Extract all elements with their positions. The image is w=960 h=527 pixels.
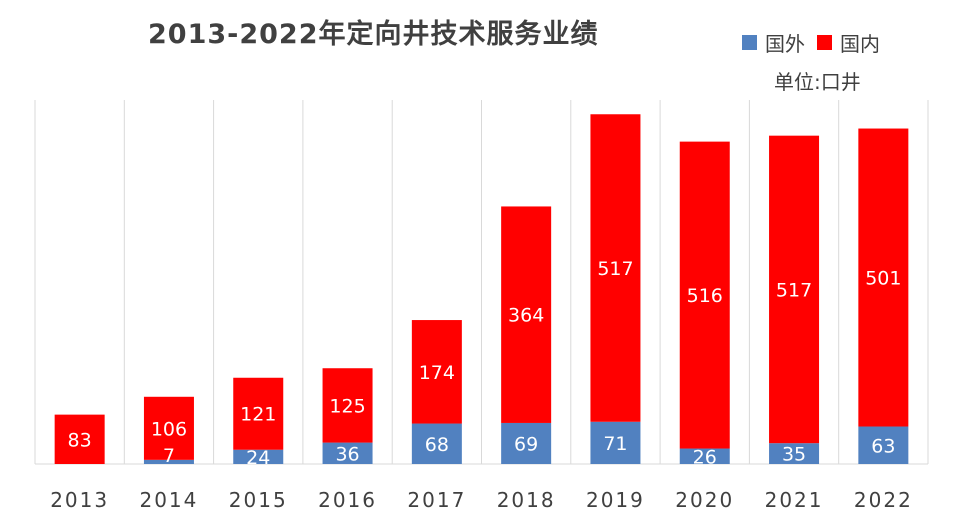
legend-item-foreign: 国外 [742,28,805,57]
legend: 国外 国内 [742,28,892,57]
bar-domestic-2013 [54,414,105,464]
data-label-domestic-2014: 106 [151,418,187,440]
bar-domestic-2017 [411,320,462,424]
x-tick-label-2022: 2022 [854,488,913,512]
data-label-foreign-2021: 35 [782,444,806,466]
bar-domestic-2016 [322,368,373,443]
bar-domestic-2021 [769,135,820,444]
chart-title: 2013-2022年定向井技术服务业绩 [148,19,599,50]
data-label-domestic-2015: 121 [240,404,276,426]
data-label-foreign-2016: 36 [335,443,359,465]
data-label-domestic-2022: 501 [865,268,901,290]
legend-swatch-foreign [742,35,757,50]
data-label-foreign-2017: 68 [425,434,449,456]
bar-foreign-2015 [233,449,284,464]
x-tick-label-2020: 2020 [675,488,734,512]
data-label-domestic-2013: 83 [68,429,92,451]
legend-label-domestic: 国内 [840,32,880,56]
bar-foreign-2017 [411,423,462,464]
bar-foreign-2019 [590,421,641,464]
data-label-domestic-2021: 517 [776,279,812,301]
data-label-foreign-2014: 7 [163,445,175,467]
bar-foreign-2016 [322,442,373,464]
data-label-foreign-2019: 71 [603,433,627,455]
bar-domestic-2014 [143,396,194,460]
bar-foreign-2018 [501,422,552,464]
bar-foreign-2014 [143,459,194,464]
data-label-foreign-2020: 26 [693,446,717,468]
bar-foreign-2020 [679,448,730,464]
data-label-domestic-2018: 364 [508,305,544,327]
data-label-domestic-2019: 517 [597,258,633,280]
bar-foreign-2022 [858,426,909,464]
x-tick-label-2016: 2016 [318,488,377,512]
data-label-domestic-2016: 125 [329,395,365,417]
legend-item-domestic: 国内 [817,28,880,57]
data-label-foreign-2022: 63 [871,435,895,457]
x-tick-label-2013: 2013 [50,488,109,512]
x-tick-label-2021: 2021 [765,488,824,512]
x-tick-label-2015: 2015 [229,488,288,512]
bar-domestic-2015 [233,377,284,450]
x-tick-label-2019: 2019 [586,488,645,512]
unit-label: 单位:口井 [774,70,861,94]
bar-domestic-2018 [501,206,552,423]
data-label-domestic-2020: 516 [687,285,723,307]
legend-label-foreign: 国外 [765,32,805,56]
bar-domestic-2020 [679,141,730,449]
bar-domestic-2019 [590,114,641,422]
x-tick-label-2018: 2018 [497,488,556,512]
legend-swatch-domestic [817,35,832,50]
x-tick-label-2014: 2014 [139,488,198,512]
data-label-foreign-2018: 69 [514,433,538,455]
bar-foreign-2021 [769,443,820,464]
x-tick-label-2017: 2017 [407,488,466,512]
data-label-domestic-2017: 174 [419,362,455,384]
data-label-foreign-2015: 24 [246,447,270,469]
bar-domestic-2022 [858,128,909,427]
